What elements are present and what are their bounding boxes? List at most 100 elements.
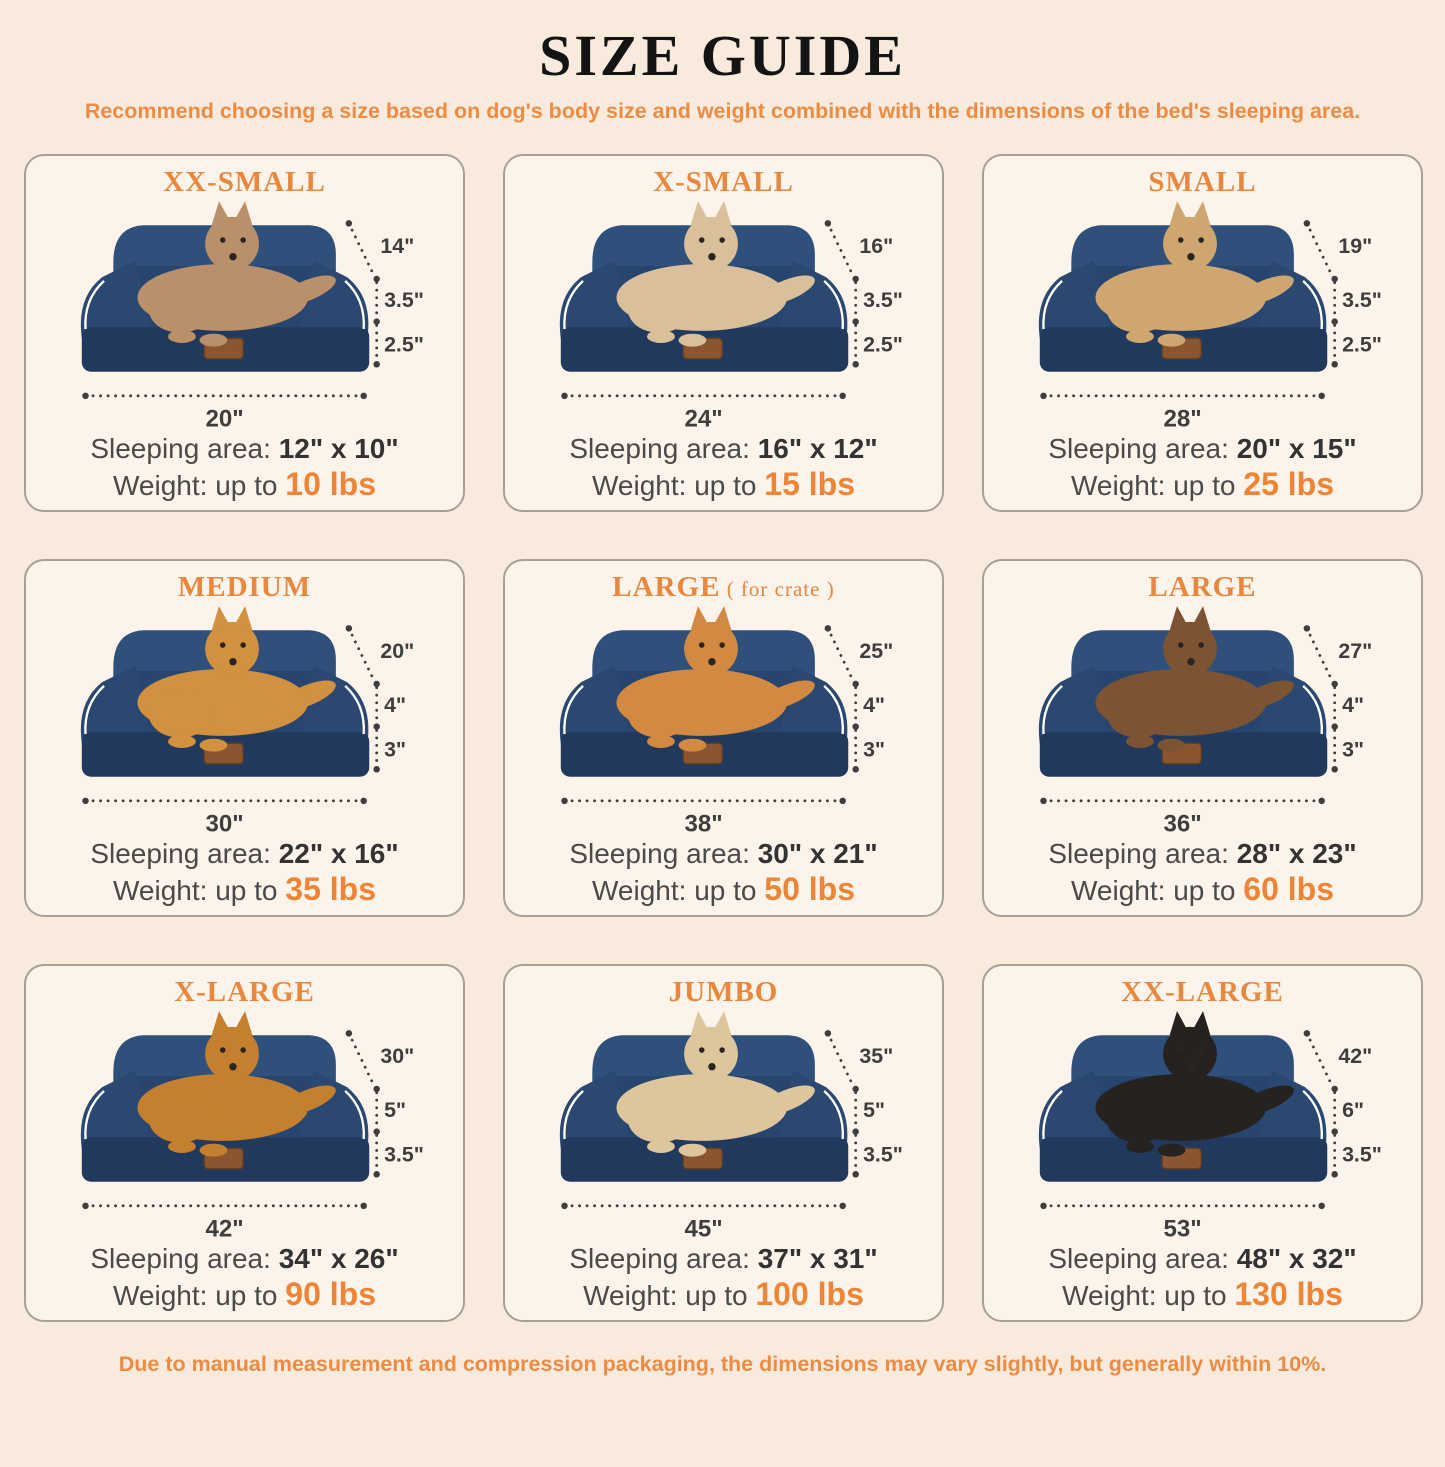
sleeping-area-line: Sleeping area: 37" x 31" (505, 1243, 942, 1275)
sleeping-area-value: 16" x 12" (757, 433, 878, 464)
weight-line: Weight: up to 50 lbs (505, 871, 942, 908)
sleeping-area-line: Sleeping area: 48" x 32" (984, 1243, 1421, 1275)
card-title: LARGE (984, 571, 1421, 604)
size-name: XX-LARGE (1121, 976, 1284, 1008)
weight-label: Weight: up to (592, 875, 757, 906)
dim-base-label: 3.5" (863, 1142, 903, 1166)
weight-value: 90 lbs (285, 1276, 376, 1312)
sleeping-area-value: 28" x 23" (1236, 838, 1357, 869)
sleeping-area-label: Sleeping area: (569, 1243, 750, 1274)
size-name: X-SMALL (653, 166, 794, 198)
weight-line: Weight: up to 100 lbs (505, 1276, 942, 1313)
dim-base-label: 3" (384, 737, 406, 761)
sleeping-area-label: Sleeping area: (1048, 1243, 1229, 1274)
dim-base-label: 2.5" (384, 332, 424, 356)
sleeping-area-line: Sleeping area: 34" x 26" (26, 1243, 463, 1275)
dim-width-label: 28" (1163, 405, 1201, 432)
dim-bolster-label: 4" (384, 693, 406, 717)
weight-value: 35 lbs (285, 871, 376, 907)
card-title: X-LARGE (26, 976, 463, 1009)
card-title: XX-LARGE (984, 976, 1421, 1009)
sleeping-area-label: Sleeping area: (90, 433, 271, 464)
weight-value: 130 lbs (1234, 1276, 1343, 1312)
size-card-xx-small: XX-SMALL 14" 3.5" 2.5" 20" Sleeping area… (24, 154, 465, 512)
weight-line: Weight: up to 90 lbs (26, 1276, 463, 1313)
sleeping-area-line: Sleeping area: 12" x 10" (26, 433, 463, 465)
size-name: JUMBO (668, 976, 779, 1008)
sleeping-area-label: Sleeping area: (569, 433, 750, 464)
sleeping-area-label: Sleeping area: (90, 838, 271, 869)
size-card-x-small: X-SMALL 16" 3.5" 2.5" 24" Sleeping area:… (503, 154, 944, 512)
sleeping-area-label: Sleeping area: (569, 838, 750, 869)
weight-value: 25 lbs (1243, 466, 1334, 502)
dim-bolster-label: 4" (863, 693, 885, 717)
dim-bolster-label: 3.5" (863, 288, 903, 312)
dim-diagonal-label: 14" (380, 234, 414, 258)
dim-diagonal-label: 20" (380, 639, 414, 663)
dim-bolster-label: 5" (863, 1098, 885, 1122)
dim-width-label: 20" (205, 405, 243, 432)
sleeping-area-value: 20" x 15" (1236, 433, 1357, 464)
bed-illustration: 30" 5" 3.5" 42" (79, 1011, 423, 1242)
size-grid: XX-SMALL 14" 3.5" 2.5" 20" Sleeping area… (0, 124, 1445, 1322)
sleeping-area-line: Sleeping area: 22" x 16" (26, 838, 463, 870)
bed-illustration: 25" 4" 3" 38" (558, 606, 893, 837)
weight-line: Weight: up to 130 lbs (984, 1276, 1421, 1313)
card-title: JUMBO (505, 976, 942, 1009)
size-card-jumbo: JUMBO 35" 5" 3.5" 45" Sleeping area: 37"… (503, 964, 944, 1322)
size-suffix: ( for crate ) (720, 577, 835, 601)
sleeping-area-line: Sleeping area: 30" x 21" (505, 838, 942, 870)
card-title: MEDIUM (26, 571, 463, 604)
dim-diagonal-label: 42" (1338, 1044, 1372, 1068)
weight-line: Weight: up to 25 lbs (984, 466, 1421, 503)
bed-illustration: 19" 3.5" 2.5" 28" (1037, 201, 1382, 432)
size-card-xx-large: XX-LARGE 42" 6" 3.5" 53" Sleeping area: … (982, 964, 1423, 1322)
footnote: Due to manual measurement and compressio… (118, 1352, 1327, 1376)
size-card-medium: MEDIUM 20" 4" 3" 30" Sleeping area: 22" … (24, 559, 465, 917)
dim-bolster-label: 4" (1342, 693, 1364, 717)
dim-bolster-label: 3.5" (384, 288, 424, 312)
size-name: LARGE (612, 571, 721, 603)
weight-line: Weight: up to 60 lbs (984, 871, 1421, 908)
dim-base-label: 2.5" (863, 332, 903, 356)
size-name: MEDIUM (177, 571, 312, 603)
size-name: LARGE (1148, 571, 1257, 603)
sleeping-area-value: 12" x 10" (278, 433, 399, 464)
dim-bolster-label: 5" (384, 1098, 406, 1122)
page-subtitle: Recommend choosing a size based on dog's… (84, 99, 1361, 123)
bed-illustration: 35" 5" 3.5" 45" (558, 1011, 903, 1242)
size-name: XX-SMALL (163, 166, 326, 198)
dim-base-label: 3.5" (1342, 1142, 1382, 1166)
weight-line: Weight: up to 35 lbs (26, 871, 463, 908)
weight-label: Weight: up to (583, 1280, 748, 1311)
bed-illustration: 20" 4" 3" 30" (79, 606, 414, 837)
dim-diagonal-label: 35" (859, 1044, 893, 1068)
dim-diagonal-label: 19" (1338, 234, 1372, 258)
sleeping-area-line: Sleeping area: 20" x 15" (984, 433, 1421, 465)
dim-base-label: 3" (1342, 737, 1364, 761)
bed-illustration: 27" 4" 3" 36" (1037, 606, 1372, 837)
dim-diagonal-label: 30" (380, 1044, 414, 1068)
card-title: X-SMALL (505, 166, 942, 199)
bed-illustration: 42" 6" 3.5" 53" (1037, 1011, 1382, 1242)
weight-value: 15 lbs (764, 466, 855, 502)
weight-line: Weight: up to 10 lbs (26, 466, 463, 503)
size-name: X-LARGE (174, 976, 315, 1008)
dim-diagonal-label: 16" (859, 234, 893, 258)
sleeping-area-label: Sleeping area: (1048, 433, 1229, 464)
sleeping-area-value: 30" x 21" (757, 838, 878, 869)
sleeping-area-value: 34" x 26" (278, 1243, 399, 1274)
dim-diagonal-label: 25" (859, 639, 893, 663)
dim-bolster-label: 3.5" (1342, 288, 1382, 312)
size-card-small: SMALL 19" 3.5" 2.5" 28" Sleeping area: 2… (982, 154, 1423, 512)
sleeping-area-label: Sleeping area: (90, 1243, 271, 1274)
sleeping-area-value: 37" x 31" (757, 1243, 878, 1274)
sleeping-area-value: 22" x 16" (278, 838, 399, 869)
dim-bolster-label: 6" (1342, 1098, 1364, 1122)
page-title: SIZE GUIDE (539, 23, 906, 88)
size-card-x-large: X-LARGE 30" 5" 3.5" 42" Sleeping area: 3… (24, 964, 465, 1322)
sleeping-area-label: Sleeping area: (1048, 838, 1229, 869)
dim-base-label: 2.5" (1342, 332, 1382, 356)
weight-label: Weight: up to (113, 1280, 278, 1311)
size-name: SMALL (1148, 166, 1257, 198)
